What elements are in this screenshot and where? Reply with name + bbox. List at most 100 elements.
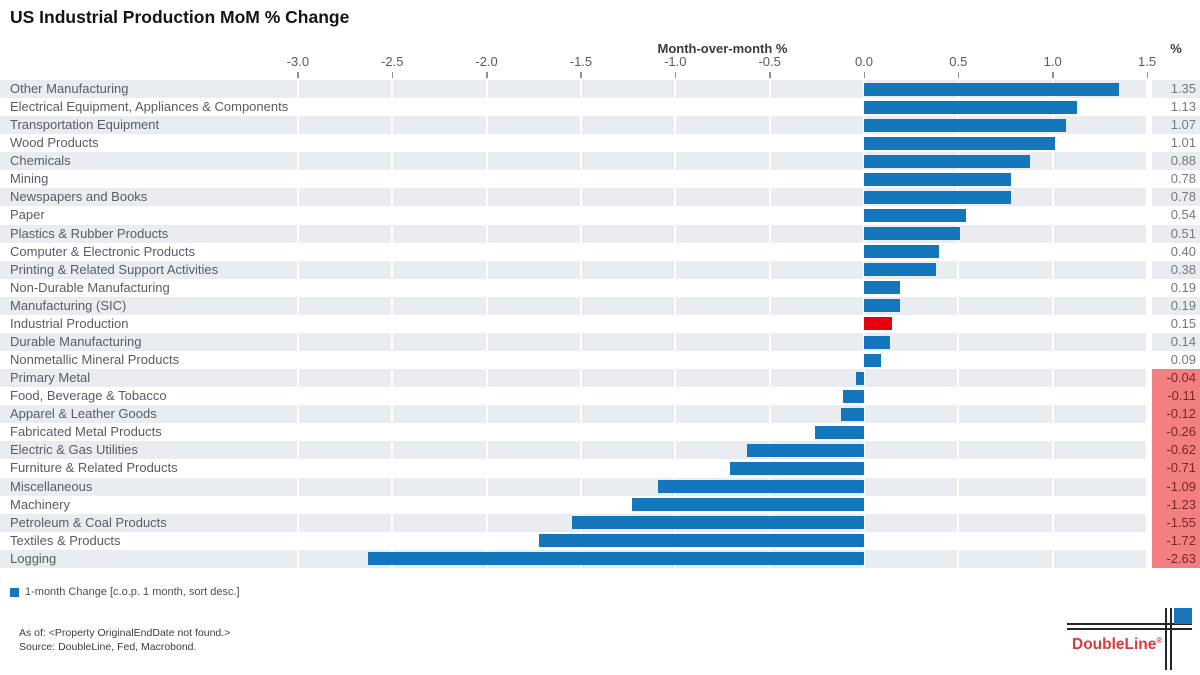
row-stripe bbox=[0, 152, 1148, 171]
row-stripe bbox=[0, 116, 1148, 135]
value-label: 0.38 bbox=[1170, 261, 1196, 277]
value-label: 1.01 bbox=[1170, 135, 1196, 151]
bar-positive bbox=[864, 227, 961, 241]
category-label: Petroleum & Coal Products bbox=[10, 514, 167, 530]
category-label: Paper bbox=[10, 207, 45, 223]
category-label: Manufacturing (SIC) bbox=[10, 297, 127, 313]
category-label: Textiles & Products bbox=[10, 532, 121, 548]
value-column-stripe bbox=[1152, 260, 1200, 279]
bar-positive bbox=[864, 245, 940, 259]
x-axis-tick-mark bbox=[391, 72, 394, 78]
bar-positive bbox=[864, 317, 893, 331]
value-label: 1.35 bbox=[1170, 81, 1196, 96]
x-axis-tick-mark bbox=[580, 72, 582, 78]
gridline bbox=[579, 80, 582, 568]
x-axis-tick-mark bbox=[1052, 72, 1054, 78]
logo-vertical-line bbox=[1165, 608, 1167, 670]
category-label: Fabricated Metal Products bbox=[10, 424, 162, 440]
negative-value-highlight bbox=[1152, 369, 1200, 388]
bar-positive bbox=[864, 209, 966, 223]
category-label: Logging bbox=[10, 550, 57, 566]
row-stripe bbox=[0, 296, 1148, 315]
category-label: Other Manufacturing bbox=[10, 81, 129, 96]
category-label: Industrial Production bbox=[10, 315, 129, 331]
chart-legend: 1-month Change [c.o.p. 1 month, sort des… bbox=[10, 586, 240, 598]
category-label: Machinery bbox=[10, 496, 70, 512]
value-label: 1.07 bbox=[1170, 117, 1196, 133]
as-of-note: As of: <Property OriginalEndDate not fou… bbox=[19, 627, 231, 639]
value-label: -1.72 bbox=[1166, 532, 1196, 548]
value-column-stripe bbox=[1152, 224, 1200, 243]
logo-horizontal-line bbox=[1067, 623, 1192, 625]
row-stripe bbox=[0, 80, 1148, 99]
negative-value-highlight bbox=[1152, 495, 1200, 514]
value-label: -1.09 bbox=[1166, 478, 1196, 494]
row-stripe bbox=[0, 477, 1148, 496]
logo-wordmark: DoubleLine® bbox=[1072, 636, 1163, 654]
legend-label: 1-month Change [c.o.p. 1 month, sort des… bbox=[25, 586, 240, 598]
bar-positive bbox=[864, 335, 891, 349]
value-label: 0.88 bbox=[1170, 153, 1196, 169]
value-column-stripe bbox=[1152, 152, 1200, 171]
category-label: Primary Metal bbox=[10, 370, 91, 386]
category-label: Computer & Electronic Products bbox=[10, 243, 195, 259]
gridline bbox=[391, 80, 394, 568]
negative-value-highlight bbox=[1152, 441, 1200, 460]
bar-negative bbox=[631, 498, 864, 512]
negative-value-highlight bbox=[1152, 477, 1200, 496]
bar-negative bbox=[730, 462, 864, 475]
x-axis-unit-label: % bbox=[1170, 41, 1182, 56]
row-stripe bbox=[0, 369, 1148, 388]
category-label: Mining bbox=[10, 171, 49, 187]
value-label: 0.19 bbox=[1170, 297, 1196, 313]
bar-positive bbox=[864, 172, 1012, 186]
row-stripe bbox=[0, 224, 1148, 243]
category-label: Durable Manufacturing bbox=[10, 333, 142, 349]
value-label: -1.55 bbox=[1166, 514, 1196, 530]
value-label: -2.63 bbox=[1166, 550, 1196, 566]
logo-blue-square bbox=[1174, 608, 1192, 624]
x-axis-tick-label: 1.5 bbox=[1138, 54, 1157, 69]
category-label: Nonmetallic Mineral Products bbox=[10, 352, 180, 368]
category-label: Printing & Related Support Activities bbox=[10, 261, 219, 277]
row-stripe bbox=[0, 260, 1148, 279]
value-label: 0.54 bbox=[1170, 207, 1196, 223]
x-axis-tick-mark bbox=[486, 72, 488, 78]
bar-positive bbox=[864, 299, 900, 313]
x-axis-tick-mark bbox=[674, 72, 677, 78]
negative-value-highlight bbox=[1152, 513, 1200, 532]
value-label: -0.11 bbox=[1167, 388, 1196, 404]
gridline bbox=[957, 80, 960, 568]
bar-positive bbox=[864, 154, 1031, 168]
value-label: -0.26 bbox=[1166, 424, 1196, 440]
category-label: Apparel & Leather Goods bbox=[10, 406, 157, 422]
gridline bbox=[296, 80, 299, 568]
x-axis-tick-label: -3.0 bbox=[286, 54, 310, 69]
bar-negative bbox=[843, 389, 864, 403]
value-label: 0.78 bbox=[1170, 189, 1196, 205]
negative-value-highlight bbox=[1152, 387, 1200, 406]
bar-negative bbox=[841, 407, 864, 421]
value-label: 0.15 bbox=[1170, 315, 1196, 331]
value-label: 0.09 bbox=[1170, 352, 1196, 368]
doubleline-logo: DoubleLine® bbox=[1060, 603, 1200, 673]
bar-positive bbox=[864, 263, 936, 277]
gridline bbox=[1146, 80, 1149, 568]
registered-mark-icon: ® bbox=[1156, 636, 1163, 645]
row-stripe bbox=[0, 188, 1148, 207]
bar-negative bbox=[539, 534, 864, 548]
x-axis-title: Month-over-month % bbox=[657, 41, 788, 56]
x-axis-tick-label: 0.5 bbox=[949, 54, 968, 69]
category-label: Newspapers and Books bbox=[10, 189, 148, 205]
category-label: Transportation Equipment bbox=[10, 117, 160, 133]
negative-value-highlight bbox=[1152, 423, 1200, 442]
bar-positive bbox=[864, 281, 900, 295]
category-label: Wood Products bbox=[10, 135, 99, 151]
category-label: Miscellaneous bbox=[10, 478, 93, 494]
gridline bbox=[768, 80, 771, 568]
value-label: -0.62 bbox=[1166, 442, 1196, 458]
value-label: -1.23 bbox=[1166, 496, 1196, 512]
value-label: 0.19 bbox=[1170, 279, 1196, 295]
x-axis-tick-mark bbox=[1146, 72, 1149, 78]
